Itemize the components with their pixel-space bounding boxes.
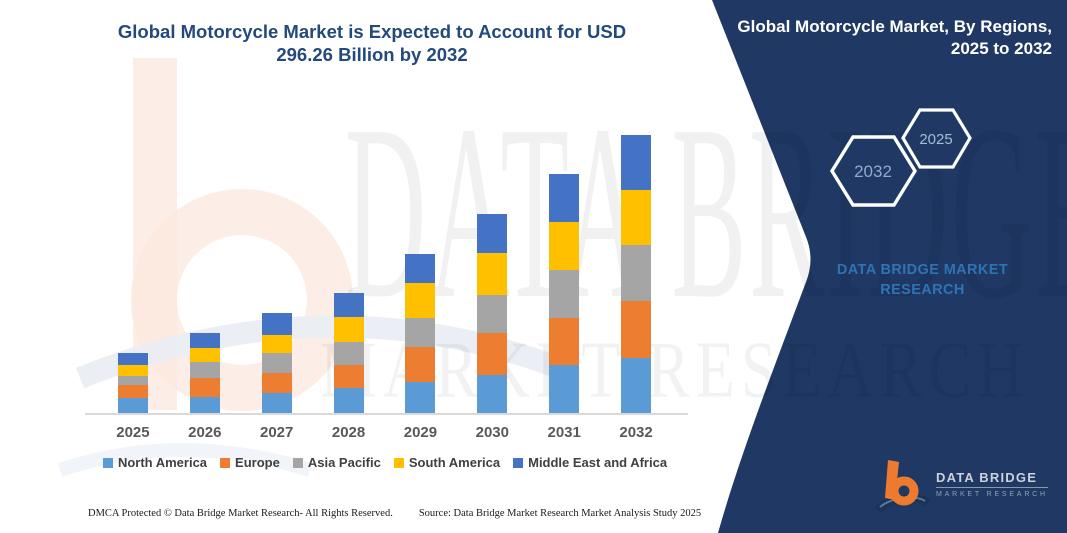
bar-segment-2029-europe xyxy=(405,346,436,382)
bar-segment-2031-europe xyxy=(549,317,580,365)
dbmr-logo-mark-icon xyxy=(876,460,930,514)
legend-label: Europe xyxy=(235,455,280,470)
bar-segment-2032-middle-east-and-africa xyxy=(620,135,651,191)
bar-segment-2030-middle-east-and-africa xyxy=(477,214,508,254)
x-axis-label-2026: 2026 xyxy=(188,424,222,441)
logo-name: DATA BRIDGE xyxy=(936,470,1048,488)
x-axis-line xyxy=(85,413,688,415)
bar-segment-2030-north-america xyxy=(477,375,508,413)
legend-marker-icon xyxy=(102,457,113,468)
x-axis-label-2028: 2028 xyxy=(331,424,366,441)
bar-segment-2032-north-america xyxy=(620,357,651,413)
bar-segment-2029-north-america xyxy=(405,381,436,413)
chart-title: Global Motorcycle Market is Expected to … xyxy=(117,21,627,65)
bar-segment-2029-asia-pacific xyxy=(405,318,436,347)
bar-2025 xyxy=(118,353,148,413)
logo-tagline: MARKET RESEARCH xyxy=(936,491,1048,498)
bar-segment-2027-middle-east-and-africa xyxy=(261,312,292,336)
legend-item-europe: Europe xyxy=(220,455,280,470)
x-axis-label-2025: 2025 xyxy=(116,424,150,441)
bar-segment-2031-middle-east-and-africa xyxy=(549,174,580,222)
bar-segment-2030-europe xyxy=(477,333,508,375)
bar-segment-2026-middle-east-and-africa xyxy=(189,333,220,349)
legend-item-north-america: North America xyxy=(102,455,208,470)
legend-marker-icon xyxy=(220,457,231,468)
bar-segment-2026-asia-pacific xyxy=(189,361,220,379)
hexagon-2032-label: 2032 xyxy=(854,162,892,181)
bar-segment-2031-north-america xyxy=(549,365,580,413)
x-axis-label-2030: 2030 xyxy=(475,424,509,441)
bar-segment-2028-south-america xyxy=(333,317,364,343)
bar-segment-2029-middle-east-and-africa xyxy=(405,254,436,284)
legend-label: South America xyxy=(408,455,501,470)
bar-2029 xyxy=(405,254,436,413)
bar-segment-2027-south-america xyxy=(261,335,292,354)
x-axis-label-2032: 2032 xyxy=(619,424,653,441)
bar-2026 xyxy=(189,333,220,413)
bar-segment-2030-asia-pacific xyxy=(477,295,508,334)
logo-b-bowl xyxy=(889,476,919,506)
bar-segment-2028-north-america xyxy=(333,388,364,413)
hexagon-2032 xyxy=(830,135,917,207)
bar-2027 xyxy=(261,312,292,413)
bar-2031 xyxy=(549,174,580,413)
bar-segment-2029-south-america xyxy=(405,283,436,319)
hexagon-2025 xyxy=(901,108,972,169)
bar-segment-2026-europe xyxy=(189,378,220,397)
panel-title: Global Motorcycle Market, By Regions, 20… xyxy=(737,17,1052,58)
bar-plot-area xyxy=(118,0,651,413)
bar-segment-2027-north-america xyxy=(261,393,292,413)
brand-name-text: DATA BRIDGE MARKET RESEARCH xyxy=(836,262,1009,298)
bar-2032 xyxy=(620,135,651,413)
legend-label: North America xyxy=(117,455,208,470)
legend-marker-icon xyxy=(513,457,524,468)
bar-segment-2026-south-america xyxy=(189,348,220,362)
dbmr-logo: DATA BRIDGE MARKET RESEARCH xyxy=(876,458,1048,516)
legend-item-south-america: South America xyxy=(393,455,501,470)
legend-label: Asia Pacific xyxy=(307,455,381,470)
x-axis-label-2029: 2029 xyxy=(403,424,438,441)
legend-label: Middle East and Africa xyxy=(528,455,668,470)
bar-segment-2031-asia-pacific xyxy=(549,270,580,318)
bar-segment-2028-middle-east-and-africa xyxy=(333,292,364,318)
x-axis-label-2027: 2027 xyxy=(260,424,294,441)
bar-segment-2025-south-america xyxy=(118,365,148,376)
bar-segment-2025-europe xyxy=(118,385,148,399)
dmca-notice: DMCA Protected © Data Bridge Market Rese… xyxy=(88,508,393,519)
bar-segment-2032-asia-pacific xyxy=(620,245,651,302)
bar-segment-2025-north-america xyxy=(118,398,148,413)
legend-marker-icon xyxy=(393,457,404,468)
x-axis-label-2031: 2031 xyxy=(547,424,581,441)
bar-segment-2028-europe xyxy=(333,365,364,389)
hexagon-2025-label: 2025 xyxy=(919,131,952,148)
bar-segment-2026-north-america xyxy=(189,396,220,413)
bar-segment-2027-europe xyxy=(261,373,292,394)
bar-segment-2028-asia-pacific xyxy=(333,342,364,366)
footer: DMCA Protected © Data Bridge Market Rese… xyxy=(88,508,701,519)
legend-item-middle-east-and-africa: Middle East and Africa xyxy=(513,455,667,470)
bar-segment-2030-south-america xyxy=(477,253,508,296)
dbmr-logo-text: DATA BRIDGE MARKET RESEARCH xyxy=(936,470,1048,498)
bar-2028 xyxy=(333,292,364,413)
bar-segment-2025-middle-east-and-africa xyxy=(118,353,148,366)
bar-2030 xyxy=(477,214,508,413)
bar-segment-2032-south-america xyxy=(620,190,651,246)
bar-segment-2025-asia-pacific xyxy=(118,375,148,386)
legend-marker-icon xyxy=(292,457,303,468)
bar-segment-2027-asia-pacific xyxy=(261,353,292,374)
x-axis-labels: 2025 2026 2027 2028 2029 2030 2031 2032 xyxy=(97,424,672,441)
source-note: Source: Data Bridge Market Research Mark… xyxy=(418,508,702,519)
bar-segment-2031-south-america xyxy=(549,221,580,271)
bar-segment-2032-europe xyxy=(620,301,651,358)
year-hexagons: 2025 2032 xyxy=(830,108,972,207)
legend-item-asia-pacific: Asia Pacific xyxy=(292,455,381,470)
chart-legend: North America Europe Asia Pacific South Ame… xyxy=(85,455,685,470)
side-panel-background xyxy=(712,0,1067,533)
